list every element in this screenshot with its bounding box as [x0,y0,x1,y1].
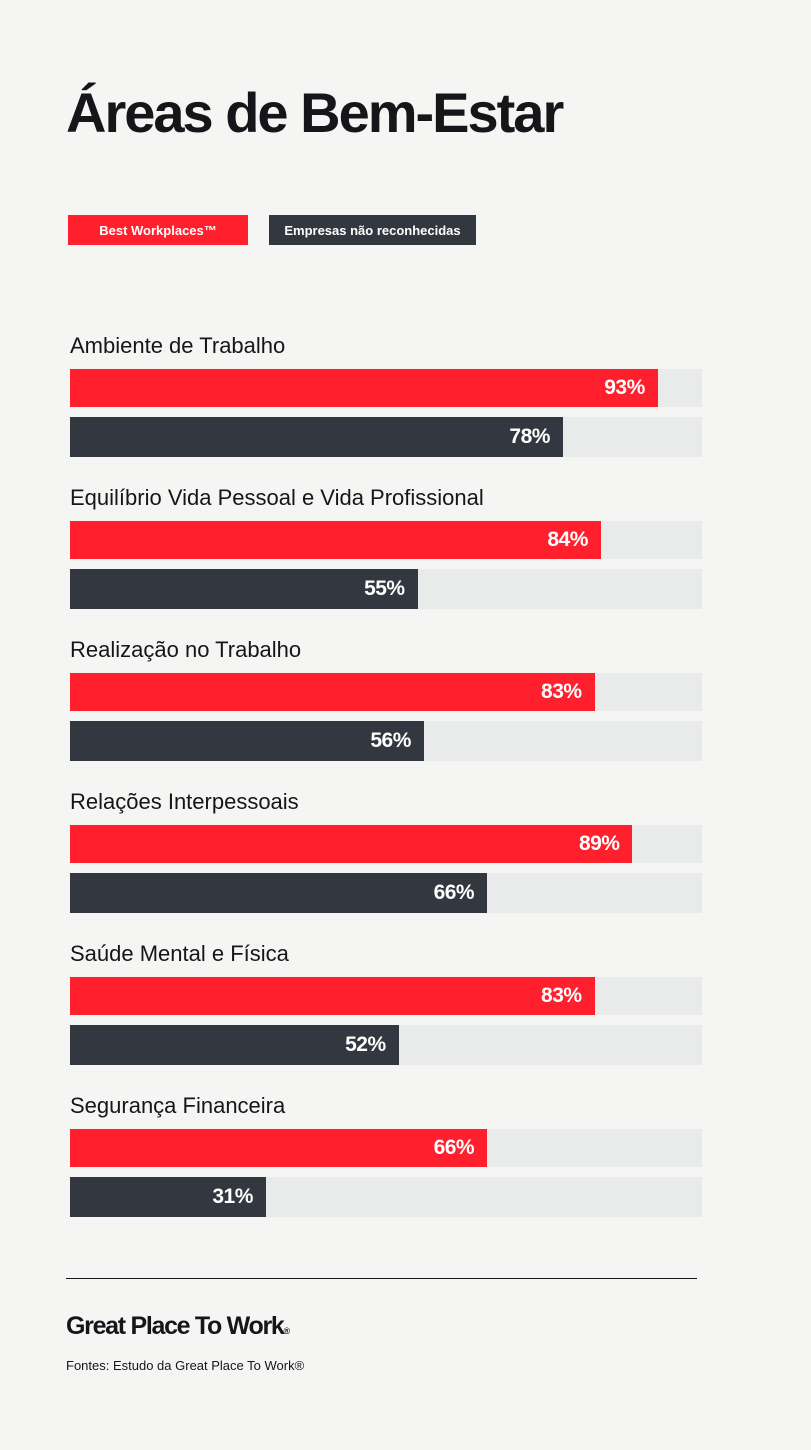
bar-value-label: 52% [345,1033,386,1056]
bar-best: 83% [70,673,595,711]
gptw-logo: Great Place To Work® [66,1312,290,1341]
bar-track: 89% [70,825,702,863]
bar-track: 83% [70,977,702,1015]
bar-value-label: 55% [364,577,405,600]
bar-track: 93% [70,369,702,407]
legend: Best Workplaces™ Empresas não reconhecid… [0,215,811,245]
category-group: Saúde Mental e Física 83% 52% [70,933,702,1085]
bar-other: 66% [70,873,488,913]
bar-track: 66% [70,1129,702,1167]
category-group: Segurança Financeira 66% 31% [70,1085,702,1237]
bar-value-label: 56% [370,729,411,752]
bar-value-label: 31% [212,1185,253,1208]
category-group: Equilíbrio Vida Pessoal e Vida Profissio… [70,477,702,629]
bar-track: 31% [70,1177,702,1217]
category-label: Relações Interpessoais [70,789,299,814]
chart-title: Áreas de Bem-Estar [66,81,564,144]
legend-best-workplaces: Best Workplaces™ [68,215,248,245]
category-label: Equilíbrio Vida Pessoal e Vida Profissio… [70,485,484,510]
bar-best: 83% [70,977,595,1015]
bar-other: 31% [70,1177,266,1217]
bar-other: 78% [70,417,563,457]
bar-best: 93% [70,369,658,407]
bar-other: 55% [70,569,418,609]
bar-track: 66% [70,873,702,913]
category-label: Realização no Trabalho [70,637,302,662]
bar-value-label: 83% [541,984,582,1007]
logo-text: Great Place To Work [66,1312,285,1340]
category-label: Ambiente de Trabalho [70,333,286,358]
category-label: Saúde Mental e Física [70,941,289,966]
category-label: Segurança Financeira [70,1093,286,1118]
bar-value-label: 89% [578,832,620,855]
bar-value-label: 84% [547,528,588,551]
bar-best: 84% [70,521,601,559]
bar-track: 78% [70,417,702,457]
bar-best: 66% [70,1129,488,1167]
bar-other: 52% [70,1025,399,1065]
bar-other: 56% [70,721,424,761]
bar-track: 55% [70,569,702,609]
bar-track: 56% [70,721,702,761]
category-group: Ambiente de Trabalho 93% 78% [70,325,702,477]
bar-chart: Ambiente de Trabalho 93% 78% Equilíbrio Vid… [70,325,702,1237]
bar-value-label: 78% [509,425,550,448]
bar-value-label: 66% [433,881,475,904]
bar-best: 89% [70,825,633,863]
legend-empresas-nao-reconhecidas: Empresas não reconhecidas [269,215,476,245]
category-group: Realização no Trabalho 83% 56% [70,629,702,781]
source-note: Fontes: Estudo da Great Place To Work® [66,1358,305,1373]
bar-value-label: 66% [433,1136,475,1159]
bar-track: 84% [70,521,702,559]
bar-value-label: 83% [541,680,582,703]
logo-registered-mark: ® [283,1326,291,1336]
footer-divider [66,1278,697,1279]
bar-value-label: 93% [604,376,645,399]
category-group: Relações Interpessoais 89% 66% [70,781,702,933]
bar-track: 52% [70,1025,702,1065]
bar-track: 83% [70,673,702,711]
